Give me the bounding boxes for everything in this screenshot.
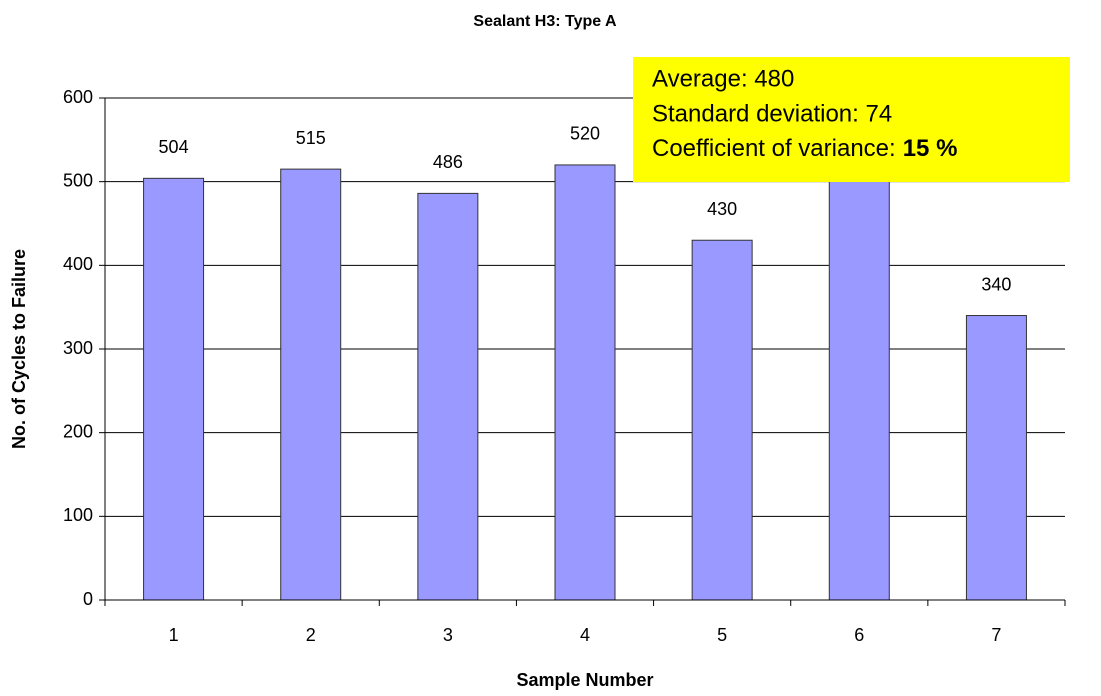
x-tick-label: 4 xyxy=(580,625,590,645)
data-label: 340 xyxy=(981,274,1011,294)
bar xyxy=(554,164,616,601)
data-label: 486 xyxy=(433,152,463,172)
bar xyxy=(417,192,479,601)
x-tick-label: 6 xyxy=(854,625,864,645)
y-tick-label: 200 xyxy=(63,421,93,441)
data-label: 504 xyxy=(159,137,189,157)
y-axis-label: No. of Cycles to Failure xyxy=(9,249,29,449)
data-label: 515 xyxy=(296,128,326,148)
data-label: 430 xyxy=(707,199,737,219)
annotation-prefix: Coefficient of variance: xyxy=(652,135,896,162)
bar xyxy=(828,126,890,601)
bar xyxy=(965,315,1027,601)
annotation-value: 15 % xyxy=(903,135,958,162)
x-tick-label: 1 xyxy=(169,625,179,645)
annotation-line: Average: 480 xyxy=(652,65,794,92)
x-tick-label: 3 xyxy=(443,625,453,645)
y-tick-label: 100 xyxy=(63,505,93,525)
data-label: 520 xyxy=(570,124,600,144)
bar xyxy=(691,239,753,601)
bar xyxy=(280,168,342,601)
x-axis-label: Sample Number xyxy=(516,670,653,690)
y-tick-label: 300 xyxy=(63,338,93,358)
x-tick-label: 5 xyxy=(717,625,727,645)
x-tick-label: 7 xyxy=(991,625,1001,645)
y-tick-label: 400 xyxy=(63,254,93,274)
y-tick-label: 0 xyxy=(83,589,93,609)
annotation-box xyxy=(633,57,1070,182)
annotation-line: Standard deviation: 74 xyxy=(652,100,892,127)
annotation-line: Coefficient of variance: 15 % xyxy=(652,135,957,162)
x-tick-label: 2 xyxy=(306,625,316,645)
y-tick-label: 500 xyxy=(63,170,93,190)
chart-title: Sealant H3: Type A xyxy=(473,13,617,30)
y-tick-label: 600 xyxy=(63,87,93,107)
bar xyxy=(143,177,205,601)
